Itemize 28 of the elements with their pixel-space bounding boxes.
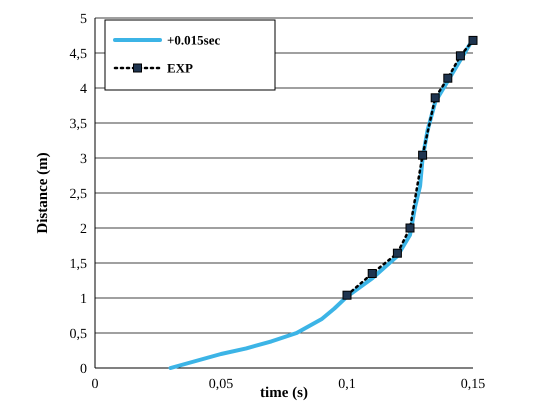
point — [368, 269, 377, 278]
legend-label: EXP — [167, 60, 194, 76]
point — [430, 93, 440, 102]
x-tick-label: 0,15 — [460, 377, 486, 392]
y-tick-label: 0 — [80, 362, 87, 377]
y-tick-label: 2,5 — [70, 186, 87, 202]
point — [443, 74, 452, 83]
point — [392, 248, 402, 258]
y-tick-label: 1,5 — [70, 256, 87, 272]
y-tick-label: 2 — [80, 222, 87, 237]
y-tick-label: 4 — [80, 82, 87, 97]
x-tick-label: 0,05 — [208, 377, 234, 392]
point — [418, 150, 428, 160]
y-axis-title: Distance (m) — [35, 152, 51, 234]
point — [456, 51, 465, 60]
x-tick-label: 0 — [92, 377, 98, 392]
y-tick-label: 3,5 — [70, 116, 87, 132]
point — [406, 224, 414, 232]
x-axis-title: time (s) — [260, 385, 308, 401]
y-tick-label: 3 — [80, 152, 87, 167]
y-tick-label: 5 — [80, 12, 87, 27]
y-tick-label: 4,5 — [70, 46, 87, 62]
point — [342, 290, 352, 300]
x-tick-label: 0,1 — [338, 377, 356, 392]
legend-label: +0.015sec — [167, 32, 220, 48]
y-tick-label: 0,5 — [70, 326, 87, 342]
point — [468, 36, 478, 45]
y-tick-label: 1 — [80, 292, 87, 307]
